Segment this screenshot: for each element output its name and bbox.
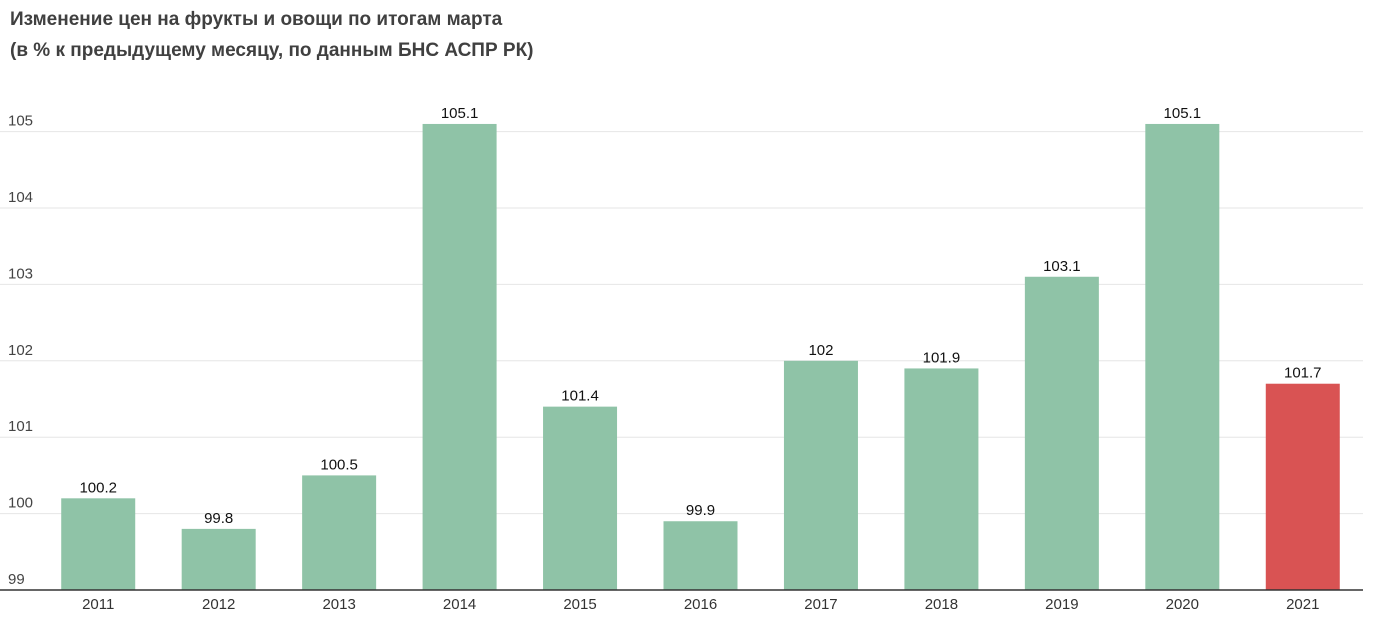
bar-2013 (302, 475, 377, 590)
y-tick-label: 105 (8, 113, 33, 130)
bar-2016 (663, 521, 738, 590)
chart-title-line-2: (в % к предыдущему месяцу, по данным БНС… (10, 40, 534, 61)
x-tick-label-2012: 2012 (202, 596, 235, 613)
x-tick-label-2019: 2019 (1045, 596, 1078, 613)
y-tick-label: 104 (8, 189, 33, 206)
x-tick-label-2016: 2016 (684, 596, 717, 613)
y-tick-label: 102 (8, 342, 33, 359)
y-tick-label: 103 (8, 265, 33, 282)
x-tick-label-2018: 2018 (925, 596, 958, 613)
bar-2020 (1145, 123, 1220, 591)
x-tick-label-2017: 2017 (804, 596, 837, 613)
bar-2019 (1024, 276, 1099, 590)
data-label-2011: 100.2 (79, 479, 117, 496)
data-labels: 100.2 99.8 100.5 105.1 101.4 99.9 102 101.9 103.… (79, 105, 1321, 527)
data-label-2017: 102 (808, 342, 833, 359)
x-tick-label-2021: 2021 (1286, 596, 1319, 613)
data-label-2015: 101.4 (561, 388, 599, 405)
y-tick-label: 101 (8, 418, 33, 435)
bar-2014 (422, 123, 497, 591)
x-axis-ticks: 2011 2012 2013 2014 2015 2016 2017 2018 2019 2020… (82, 596, 1319, 613)
data-label-2020: 105.1 (1164, 105, 1202, 122)
y-tick-label: 99 (8, 571, 25, 588)
bar-2011 (61, 498, 136, 590)
data-label-2014: 105.1 (441, 105, 479, 122)
x-tick-label-2015: 2015 (563, 596, 596, 613)
bars (61, 123, 1340, 591)
bar-2015 (543, 406, 618, 590)
y-axis-ticks: 99 100 101 102 103 104 105 (8, 113, 33, 588)
bar-2017 (783, 360, 858, 590)
y-tick-label: 100 (8, 495, 33, 512)
x-tick-label-2020: 2020 (1166, 596, 1199, 613)
x-tick-label-2011: 2011 (82, 596, 114, 613)
data-label-2019: 103.1 (1043, 258, 1081, 275)
data-label-2018: 101.9 (923, 349, 961, 366)
data-label-2013: 100.5 (320, 456, 358, 473)
bar-2018 (904, 368, 979, 590)
data-label-2012: 99.8 (204, 510, 233, 527)
data-label-2021: 101.7 (1284, 365, 1322, 382)
data-label-2016: 99.9 (686, 502, 715, 519)
grid-lines (0, 131, 1363, 515)
bar-2021 (1265, 383, 1340, 590)
bar-2012 (181, 528, 256, 590)
x-tick-label-2013: 2013 (322, 596, 355, 613)
chart-title-line-1: Изменение цен на фрукты и овощи по итога… (10, 9, 503, 30)
x-tick-label-2014: 2014 (443, 596, 476, 613)
